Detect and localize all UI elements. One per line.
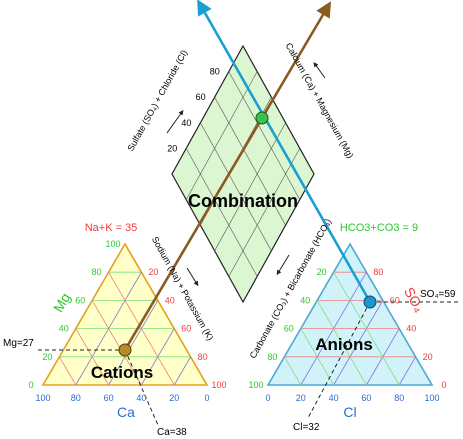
anion-gridline xyxy=(284,356,302,386)
cl-axis-label: Cl xyxy=(343,404,356,420)
cation-ca-tick: 20 xyxy=(169,393,179,403)
sulfate-chloride-axis-label: Sulfate (SO₄) + Chloride (Cl) xyxy=(125,48,189,153)
anion-carbonate-tick: 100 xyxy=(248,380,263,390)
diamond-gridline xyxy=(185,71,258,200)
diamond-sulfate-tick: 60 xyxy=(196,92,206,102)
cation-mg-tick: 60 xyxy=(75,295,85,305)
ca-axis-label: Ca xyxy=(117,404,135,420)
diamond-gridline xyxy=(200,122,272,251)
cation-gridline xyxy=(173,356,191,386)
anion-carbonate-tick: 40 xyxy=(300,295,310,305)
sodium-direction-arrow xyxy=(186,267,199,287)
anion-triangle xyxy=(266,242,434,386)
cation-ca-tick: 100 xyxy=(35,393,50,403)
sulfate-direction-arrow xyxy=(166,109,184,134)
cation-gridline xyxy=(59,356,77,386)
cation-mg-tick: 0 xyxy=(28,380,33,390)
cation-ca-tick: 80 xyxy=(71,393,81,403)
diamond-sulfate-tick: 40 xyxy=(181,118,191,128)
anions-title: Anions xyxy=(315,335,373,354)
diamond-outline xyxy=(171,44,315,304)
diamond-sulfate-tick: 80 xyxy=(210,67,220,77)
anion-cl-tick: 0 xyxy=(265,393,270,403)
anion-cl-tick: 100 xyxy=(424,393,439,403)
anion-carbonate-tick: 80 xyxy=(267,352,277,362)
so4-value-annotation: SO₄=59 xyxy=(420,289,456,300)
cation-ca-tick: 0 xyxy=(204,393,209,403)
cation-nak-tick: 80 xyxy=(198,352,208,362)
combination-diamond xyxy=(171,44,315,304)
cations-title: Cations xyxy=(91,363,153,382)
cation-nak-tick: 40 xyxy=(165,295,175,305)
anion-projection-line xyxy=(197,0,372,303)
anion-cl-tick: 60 xyxy=(361,393,371,403)
cation-gridline xyxy=(91,300,142,386)
cation-mg-tick: 80 xyxy=(92,267,102,277)
anion-carbonate-tick: 20 xyxy=(317,267,327,277)
diamond-sample-point xyxy=(255,111,269,125)
diamond-sulfate-tick: 20 xyxy=(167,143,177,153)
combination-title: Combination xyxy=(188,191,298,211)
anion-sample-point xyxy=(363,295,377,309)
mg-value-annotation: Mg=27 xyxy=(3,338,34,349)
anion-cl-tick: 20 xyxy=(296,393,306,403)
anion-so4-tick: 0 xyxy=(441,380,446,390)
cation-gridline xyxy=(108,300,159,386)
diamond-gridline xyxy=(214,97,286,226)
anion-carbonate-tick: 60 xyxy=(284,324,294,334)
anion-outline xyxy=(266,242,434,386)
anion-cl-tick: 80 xyxy=(394,393,404,403)
diamond-gridline xyxy=(228,148,301,277)
cation-ca-tick: 40 xyxy=(136,393,146,403)
anion-gridline xyxy=(333,300,384,386)
cation-gridline xyxy=(108,271,175,386)
projection-lines xyxy=(38,0,458,426)
cation-nak-tick: 20 xyxy=(148,267,158,277)
cation-nak-tick: 60 xyxy=(181,324,191,334)
anion-so4-tick: 40 xyxy=(406,324,416,334)
na-k-annotation: Na+K = 35 xyxy=(85,222,138,234)
cation-mg-tick: 20 xyxy=(42,352,52,362)
anion-so4-tick: 60 xyxy=(390,295,400,305)
anion-cl-tick: 40 xyxy=(329,393,339,403)
cl-value-annotation: Cl=32 xyxy=(293,422,320,433)
cation-ca-tick: 60 xyxy=(104,393,114,403)
anion-gridline xyxy=(316,300,367,386)
anion-gridline xyxy=(333,271,400,386)
diamond-gridline xyxy=(228,71,301,200)
diamond-gridline xyxy=(185,148,258,277)
calcium-direction-arrow xyxy=(313,61,326,79)
mg-axis-label: Mg xyxy=(50,290,74,315)
anion-gridline xyxy=(398,356,416,386)
anion-so4-tick: 20 xyxy=(423,352,433,362)
cation-projection-line xyxy=(123,1,331,351)
cation-mg-tick: 100 xyxy=(105,239,120,249)
ca-value-annotation: Ca=38 xyxy=(157,427,187,438)
cation-sample-point xyxy=(118,343,132,357)
cation-nak-tick: 100 xyxy=(211,380,226,390)
diamond-gridline xyxy=(214,122,286,251)
cation-mg-tick: 40 xyxy=(59,324,69,334)
carbonate-direction-arrow xyxy=(276,254,290,276)
cl-reference-line xyxy=(307,301,371,419)
anion-so4-tick: 80 xyxy=(373,267,383,277)
hco3-co3-annotation: HCO3+CO3 = 9 xyxy=(340,222,418,234)
